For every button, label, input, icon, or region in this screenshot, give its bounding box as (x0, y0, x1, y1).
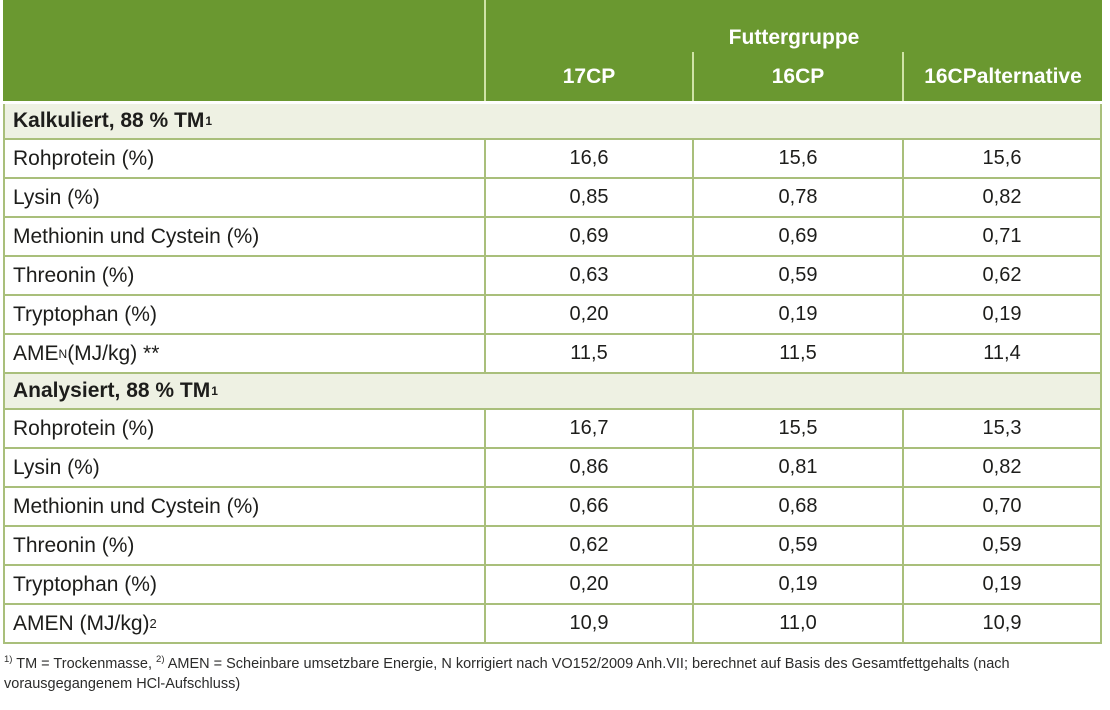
row-label: Lysin (%) (13, 185, 100, 209)
column-header-16cp: 16CP (692, 52, 902, 101)
section-title: Kalkuliert, 88 % TM (13, 109, 205, 132)
section-title-superscript: 1 (205, 114, 213, 128)
table-row: Threonin (%) 0,62 0,59 0,59 (5, 527, 1100, 566)
table-row: Methionin und Cystein (%) 0,66 0,68 0,70 (5, 488, 1100, 527)
table-row: AMEN (MJ/kg) 2 10,9 11,0 10,9 (5, 605, 1100, 644)
nutrient-table-page: Futtergruppe 17CP 16CP 16CPalternative K… (3, 0, 1102, 693)
section-title: Analysiert, 88 % TM (13, 379, 211, 402)
cell-value: 0,59 (692, 527, 902, 564)
table-row: Methionin und Cystein (%) 0,69 0,69 0,71 (5, 218, 1100, 257)
row-label: Rohprotein (%) (13, 146, 155, 170)
cell-value: 11,5 (692, 335, 902, 372)
cell-value: 0,78 (692, 179, 902, 216)
column-header-row: 17CP 16CP 16CPalternative (3, 52, 1102, 101)
group-header-label: Futtergruppe (484, 0, 1102, 52)
column-header-17cp: 17CP (484, 52, 692, 101)
table-row: Tryptophan (%) 0,20 0,19 0,19 (5, 296, 1100, 335)
table-row: AME N (MJ/kg) ** 11,5 11,5 11,4 (5, 335, 1100, 374)
cell-value: 0,20 (484, 296, 692, 333)
table-row: Rohprotein (%) 16,7 15,5 15,3 (5, 410, 1100, 449)
cell-value: 0,59 (902, 527, 1100, 564)
section-header-analysiert: Analysiert, 88 % TM 1 (5, 374, 1100, 410)
row-label-amen: AME N (MJ/kg) ** (13, 341, 160, 365)
row-label: Tryptophan (%) (13, 302, 157, 326)
cell-value: 11,5 (484, 335, 692, 372)
cell-value: 0,70 (902, 488, 1100, 525)
cell-value: 0,69 (692, 218, 902, 255)
cell-value: 0,82 (902, 449, 1100, 486)
cell-value: 0,19 (692, 296, 902, 333)
header-corner-blank (3, 0, 484, 52)
cell-value: 11,0 (692, 605, 902, 642)
row-label: Threonin (%) (13, 263, 135, 287)
footnote-marker-2: 2) (156, 654, 165, 665)
group-header-row: Futtergruppe (3, 0, 1102, 52)
cell-value: 16,6 (484, 140, 692, 177)
header-corner-blank (3, 52, 484, 101)
cell-value: 10,9 (484, 605, 692, 642)
cell-value: 0,71 (902, 218, 1100, 255)
cell-value: 0,86 (484, 449, 692, 486)
footnote: 1) TM = Trockenmasse, 2) AMEN = Scheinba… (4, 654, 1010, 693)
cell-value: 0,19 (902, 566, 1100, 603)
table-header: Futtergruppe 17CP 16CP 16CPalternative (3, 0, 1102, 101)
cell-value: 15,6 (692, 140, 902, 177)
table-row: Lysin (%) 0,85 0,78 0,82 (5, 179, 1100, 218)
table-row: Threonin (%) 0,63 0,59 0,62 (5, 257, 1100, 296)
cell-value: 0,85 (484, 179, 692, 216)
table-row: Tryptophan (%) 0,20 0,19 0,19 (5, 566, 1100, 605)
cell-value: 0,62 (484, 527, 692, 564)
cell-value: 0,19 (692, 566, 902, 603)
cell-value: 0,68 (692, 488, 902, 525)
cell-value: 0,82 (902, 179, 1100, 216)
column-header-16cpalternative: 16CPalternative (902, 52, 1102, 101)
cell-value: 0,59 (692, 257, 902, 294)
row-label: Rohprotein (%) (13, 416, 155, 440)
row-label: Lysin (%) (13, 455, 100, 479)
cell-value: 0,20 (484, 566, 692, 603)
cell-value: 0,66 (484, 488, 692, 525)
row-label: Threonin (%) (13, 533, 135, 557)
table-row: Rohprotein (%) 16,6 15,6 15,6 (5, 140, 1100, 179)
row-label: Methionin und Cystein (%) (13, 224, 260, 248)
cell-value: 15,5 (692, 410, 902, 447)
section-title-superscript: 1 (211, 384, 218, 398)
row-label-amen: AMEN (MJ/kg) 2 (13, 611, 157, 635)
table-row: Lysin (%) 0,86 0,81 0,82 (5, 449, 1100, 488)
cell-value: 15,3 (902, 410, 1100, 447)
cell-value: 0,19 (902, 296, 1100, 333)
row-label: Methionin und Cystein (%) (13, 494, 260, 518)
footnote-marker-1: 1) (4, 654, 13, 665)
cell-value: 0,62 (902, 257, 1100, 294)
table-body: Kalkuliert, 88 % TM 1 Rohprotein (%) 16,6… (3, 104, 1102, 644)
cell-value: 15,6 (902, 140, 1100, 177)
cell-value: 0,81 (692, 449, 902, 486)
section-header-kalkuliert: Kalkuliert, 88 % TM 1 (5, 104, 1100, 140)
cell-value: 0,63 (484, 257, 692, 294)
row-label: Tryptophan (%) (13, 572, 157, 596)
cell-value: 11,4 (902, 335, 1100, 372)
cell-value: 16,7 (484, 410, 692, 447)
cell-value: 0,69 (484, 218, 692, 255)
cell-value: 10,9 (902, 605, 1100, 642)
